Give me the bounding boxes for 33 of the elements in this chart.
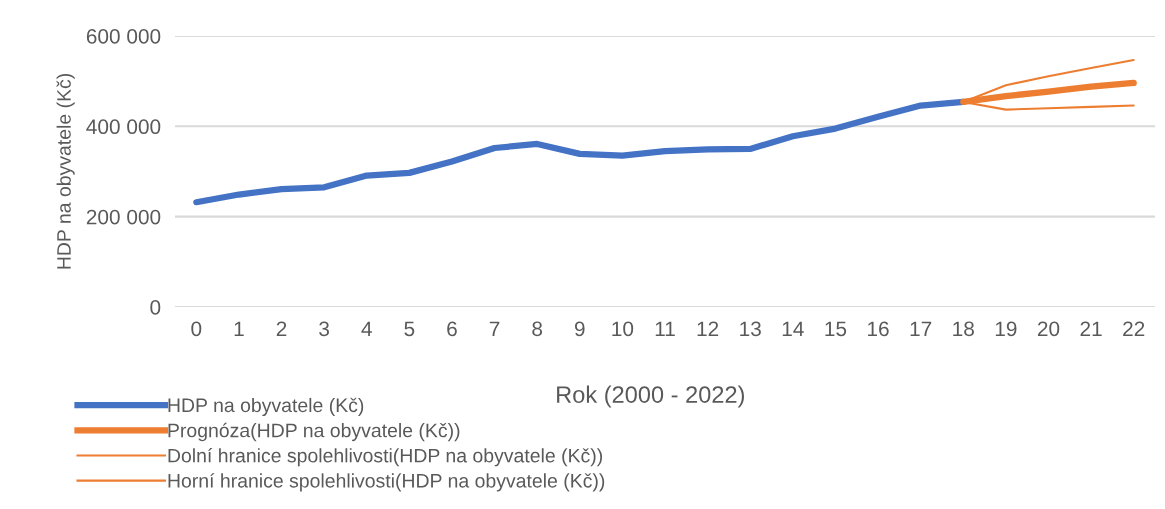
x-tick-label: 11 bbox=[655, 321, 675, 336]
x-tick-label: 9 bbox=[574, 321, 585, 337]
legend-label: Dolní hranice spolehlivosti(HDP na obyvatele (Kč)) bbox=[168, 447, 602, 467]
x-tick-label: 1 bbox=[234, 321, 244, 336]
x-tick-label: 8 bbox=[532, 321, 543, 337]
x-tick-label: 12 bbox=[697, 321, 719, 336]
legend-label: HDP na obyvatele (Kč) bbox=[168, 397, 364, 417]
y-tick-label: 600 000 bbox=[86, 29, 161, 44]
x-tick-label: 15 bbox=[825, 321, 847, 337]
x-tick-label: 20 bbox=[1037, 321, 1060, 337]
x-tick-label: 19 bbox=[995, 321, 1017, 337]
x-tick-label: 13 bbox=[740, 321, 761, 337]
x-tick-label: 4 bbox=[361, 321, 372, 336]
y-tick-label: 400 000 bbox=[86, 119, 161, 135]
x-tick-label: 5 bbox=[404, 321, 415, 337]
x-tick-label: 16 bbox=[868, 321, 889, 337]
x-tick-label: 21 bbox=[1080, 321, 1102, 336]
x-tick-label: 3 bbox=[319, 321, 330, 337]
x-tick-label: 0 bbox=[191, 321, 202, 337]
x-tick-label: 14 bbox=[782, 321, 804, 336]
legend-label: Prognóza(HDP na obyvatele (Kč)) bbox=[168, 422, 460, 442]
x-tick-label: 2 bbox=[276, 321, 287, 336]
y-tick-label: 200 000 bbox=[86, 209, 161, 225]
x-tick-label: 17 bbox=[910, 321, 932, 336]
y-tick-label: 0 bbox=[150, 300, 161, 315]
legend-label: Horní hranice spolehlivosti(HDP na obyvatele (Kč)) bbox=[168, 473, 605, 492]
x-tick-label: 18 bbox=[953, 321, 974, 337]
x-tick-label: 22 bbox=[1123, 321, 1145, 336]
x-tick-label: 6 bbox=[447, 321, 457, 337]
x-tick-label: 7 bbox=[489, 321, 500, 336]
x-axis-title: Rok (2000 - 2022) bbox=[557, 385, 744, 408]
y-axis-title: HDP na obyvatele (Kč) bbox=[56, 73, 75, 269]
x-tick-label: 10 bbox=[612, 321, 634, 337]
